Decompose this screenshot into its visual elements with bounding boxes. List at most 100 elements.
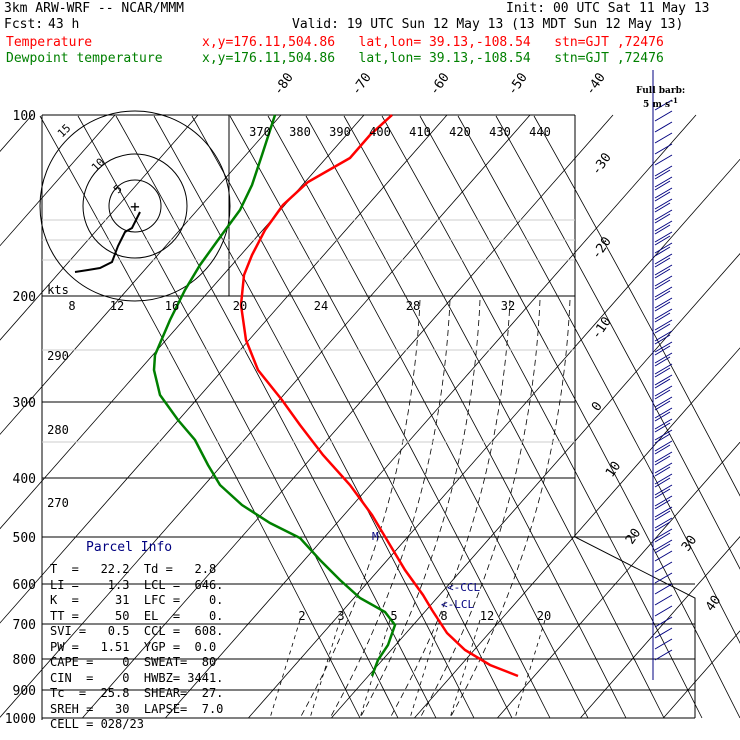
temp-axis-label: -10 bbox=[589, 314, 615, 342]
wind-barb-flag bbox=[654, 532, 671, 543]
temp-axis-label: 30 bbox=[679, 533, 700, 554]
speed-label: 16 bbox=[165, 299, 179, 313]
parcel-info-row: SREH = 30 LAPSE= 7.0 bbox=[50, 701, 224, 716]
pressure-label-300: 300 bbox=[13, 396, 36, 411]
wind-barb bbox=[654, 594, 673, 606]
isotherm bbox=[580, 535, 740, 719]
theta-low-label: 270 bbox=[47, 496, 69, 510]
wind-barb-flag bbox=[654, 202, 671, 213]
parcel-info-row: CIN = 0 HWBZ= 3441. bbox=[50, 670, 224, 685]
dry-adiabat bbox=[39, 115, 361, 719]
wind-barb-flag bbox=[654, 268, 671, 279]
hodograph: 510 15 + bbox=[39, 110, 231, 302]
temp-axis-label: 40 bbox=[703, 593, 724, 614]
wind-barb bbox=[654, 253, 673, 265]
wind-barb-flag bbox=[654, 433, 671, 444]
wind-barb bbox=[654, 506, 673, 518]
wind-barb bbox=[654, 583, 673, 595]
parcel-info-row: SVI = 0.5 CCL = 608. bbox=[50, 624, 224, 638]
parcel-info-row: T = 22.2 Td = 2.8 bbox=[50, 562, 217, 576]
speed-label: 12 bbox=[110, 299, 124, 313]
wind-barb bbox=[654, 264, 673, 276]
wind-barb bbox=[654, 462, 673, 474]
wind-barb bbox=[654, 242, 673, 254]
wind-barb bbox=[654, 209, 673, 221]
hodograph-center: + bbox=[130, 197, 140, 216]
mixing-ratio-line bbox=[514, 619, 546, 719]
wind-barb bbox=[654, 121, 673, 133]
wind-barb-flag bbox=[654, 279, 671, 290]
parcel-info-row: TT = 50 EL = 0. bbox=[50, 608, 224, 623]
moist-adiabat bbox=[359, 299, 481, 719]
wind-barb bbox=[654, 110, 673, 122]
temperature-legend: Temperature bbox=[6, 35, 93, 50]
isotherm bbox=[0, 114, 116, 247]
dewpoint-info: x,y=176.11,504.86 lat,lon= 39.13,-108.54… bbox=[202, 51, 664, 66]
speed-label: 28 bbox=[406, 299, 420, 313]
pressure-level-lines bbox=[41, 114, 696, 720]
speed-label: 32 bbox=[501, 299, 515, 313]
moist-adiabat bbox=[389, 299, 511, 719]
theta-low-label: 280 bbox=[47, 423, 69, 437]
temp-axis-label: -20 bbox=[589, 234, 615, 262]
wind-barb-flag bbox=[654, 345, 671, 356]
isotherm bbox=[82, 114, 614, 719]
wind-barb bbox=[654, 154, 673, 166]
hodograph-ring-label: 15 bbox=[55, 122, 74, 141]
isotherm bbox=[165, 114, 697, 719]
mixing-ratio-label: 20 bbox=[537, 609, 551, 623]
wind-barb bbox=[654, 176, 673, 188]
wind-barb bbox=[654, 297, 673, 309]
wind-barb bbox=[654, 440, 673, 452]
wind-barb bbox=[654, 330, 673, 342]
mixing-ratio-label: 3 bbox=[337, 609, 344, 623]
dry-adiabat bbox=[495, 115, 740, 570]
wind-barb-flag bbox=[654, 477, 671, 488]
parcel-info-row: LI = 1.3 LCL = 646. bbox=[50, 577, 224, 592]
hodograph-ring bbox=[108, 179, 162, 233]
wind-barb bbox=[654, 616, 673, 628]
mixing-ratio-line bbox=[409, 619, 441, 719]
pressure-label-700: 700 bbox=[13, 618, 36, 633]
wind-barbs bbox=[652, 70, 673, 680]
wind-barb bbox=[654, 363, 673, 375]
hodograph-ring-label: 5 bbox=[111, 182, 125, 196]
wind-barb bbox=[654, 319, 673, 331]
dry-adiabat bbox=[115, 115, 437, 719]
theta-low-label: 290 bbox=[47, 349, 69, 363]
temp-axis-label: -70 bbox=[349, 70, 375, 98]
dry-adiabat bbox=[343, 115, 665, 719]
init-time: Init: 00 UTC Sat 11 May 13 bbox=[506, 1, 710, 16]
wind-barb bbox=[654, 495, 673, 507]
wind-barb bbox=[654, 352, 673, 364]
wind-barb-flag bbox=[654, 301, 671, 312]
theta-label: 410 bbox=[409, 125, 431, 139]
wind-barb-flag bbox=[654, 312, 671, 323]
wind-barb bbox=[654, 528, 673, 540]
temp-axis-label: -60 bbox=[427, 70, 453, 98]
wind-barb-flag bbox=[654, 224, 671, 235]
forecast-hours: 43 h bbox=[48, 17, 80, 32]
wind-barb bbox=[654, 132, 673, 144]
mixing-ratio-line bbox=[449, 619, 481, 719]
wind-barb bbox=[654, 374, 673, 386]
lcl-label: <-LCL bbox=[441, 598, 474, 611]
mixing-ratio-label: 5 bbox=[390, 609, 397, 623]
wind-barb-flag bbox=[654, 235, 671, 246]
wind-barb-flag bbox=[654, 169, 671, 180]
wind-barb bbox=[654, 275, 673, 287]
wind-barb-flag bbox=[654, 257, 671, 268]
wind-barb bbox=[654, 451, 673, 463]
wind-barb bbox=[654, 429, 673, 441]
temp-axis-label: -30 bbox=[589, 150, 615, 178]
sounding-curves bbox=[152, 114, 519, 678]
dry-adiabat bbox=[77, 115, 399, 719]
wind-barb bbox=[654, 308, 673, 320]
wind-barb-flag bbox=[654, 180, 671, 191]
wind-barb-flag bbox=[654, 510, 671, 521]
wind-barb bbox=[654, 473, 673, 485]
wind-barb-flag bbox=[654, 356, 671, 367]
dewpoint-legend: Dewpoint temperature bbox=[6, 51, 163, 66]
wind-barb-flag bbox=[654, 466, 671, 477]
temp-axis-label: -40 bbox=[583, 70, 609, 98]
